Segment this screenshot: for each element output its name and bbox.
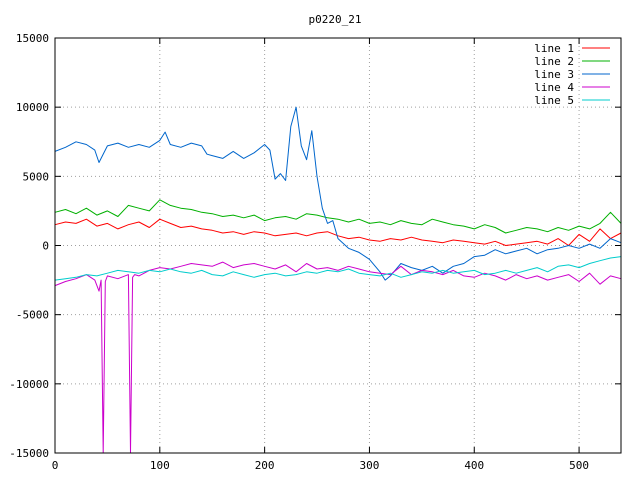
y-tick-label: 5000 [23, 170, 50, 183]
x-tick-label: 0 [52, 459, 59, 472]
chart-title: p0220_21 [309, 13, 362, 26]
y-tick-label: -15000 [9, 447, 49, 460]
x-tick-label: 500 [569, 459, 589, 472]
x-tick-label: 100 [150, 459, 170, 472]
axis-ticks: 0 100 200 300 400 500 -15000 -10000 -5000 0 5000 10… [9, 32, 621, 472]
series-line-4 [54, 261, 622, 454]
y-tick-label: 15000 [16, 32, 49, 45]
plot-frame [54, 37, 622, 454]
series-line-1 [54, 218, 622, 246]
x-tick-label: 400 [464, 459, 484, 472]
y-tick-label: 10000 [16, 101, 49, 114]
x-tick-label: 300 [360, 459, 380, 472]
y-tick-label: 0 [42, 240, 49, 253]
legend-label: line 1 [534, 42, 574, 55]
series-line-3 [54, 106, 622, 281]
plot-area [54, 106, 622, 454]
legend-label: line 5 [534, 94, 574, 107]
series-line-5 [54, 256, 622, 281]
series-line-2 [54, 199, 622, 234]
legend-label: line 3 [534, 68, 574, 81]
y-tick-label: -10000 [9, 378, 49, 391]
legend-label: line 4 [534, 81, 574, 94]
y-tick-label: -5000 [16, 309, 49, 322]
x-tick-label: 200 [255, 459, 275, 472]
legend-label: line 2 [534, 55, 574, 68]
